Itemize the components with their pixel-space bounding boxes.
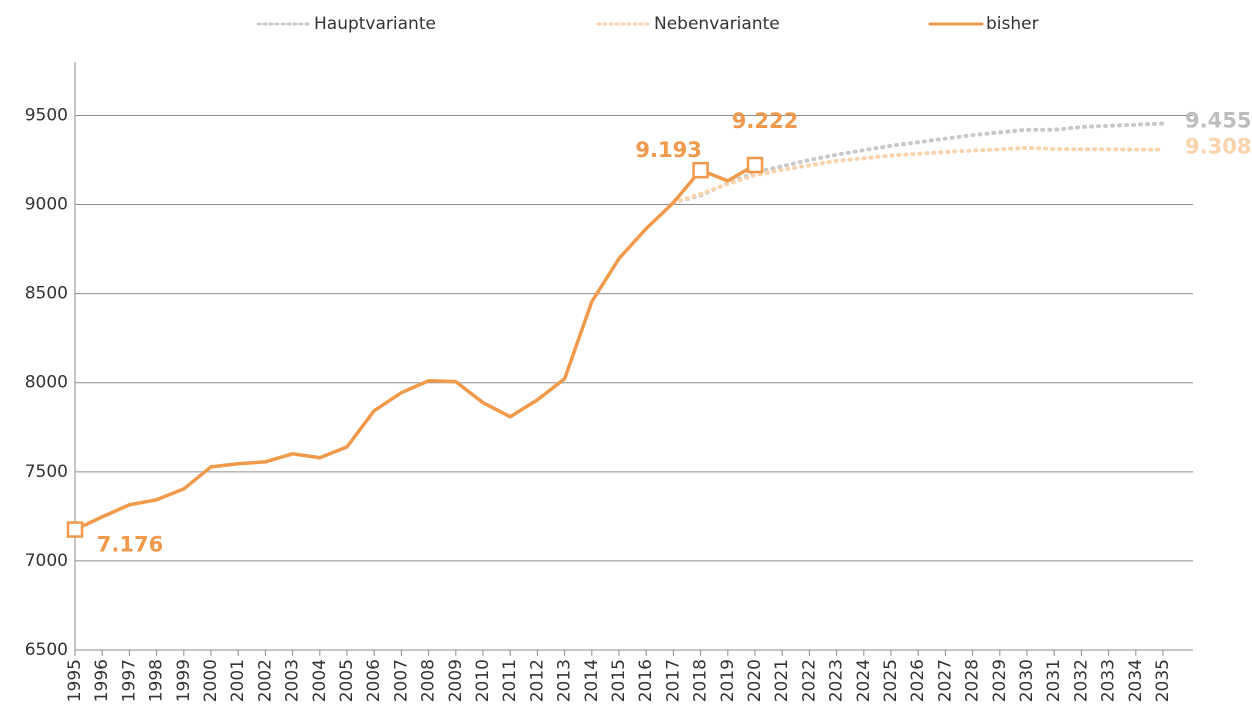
x-tick-label: 2002 [255, 659, 275, 702]
data-label: 7.176 [97, 533, 163, 557]
x-tick-label: 2015 [609, 659, 629, 702]
y-tick-label: 7000 [25, 551, 68, 571]
x-tick-label: 2029 [990, 659, 1010, 702]
x-tick-label: 2025 [881, 659, 901, 702]
data-label: 9.193 [635, 138, 701, 162]
data-label: 9.455 [1185, 108, 1251, 132]
x-tick-label: 1998 [147, 659, 167, 702]
legend-label: Nebenvariante [654, 14, 780, 34]
x-tick-label: 2007 [391, 659, 411, 702]
series-line [671, 145, 1165, 205]
x-tick-label: 2009 [446, 659, 466, 702]
x-tick-label: 2030 [1017, 659, 1037, 702]
point-marker [746, 156, 764, 174]
x-tick-label: 2010 [473, 659, 493, 702]
x-tick-label: 2017 [663, 659, 683, 702]
x-tick-label: 1999 [174, 659, 194, 702]
x-tick-label: 2024 [854, 659, 874, 702]
x-tick-label: 2033 [1099, 659, 1119, 702]
series-line [74, 163, 756, 532]
x-tick-label: 2008 [419, 659, 439, 702]
x-tick-label: 2004 [310, 659, 330, 702]
legend-label: bisher [986, 14, 1039, 34]
x-tick-label: 2031 [1044, 659, 1064, 702]
y-tick-label: 6500 [25, 640, 68, 660]
point-marker [692, 161, 709, 179]
x-tick-label: 1997 [119, 659, 139, 702]
x-tick-label: 2023 [827, 659, 847, 702]
data-label: 9.222 [732, 109, 798, 133]
series-line [671, 121, 1165, 205]
legend-label: Hauptvariante [314, 14, 436, 34]
x-tick-label: 2018 [691, 659, 711, 702]
x-tick-label: 1996 [92, 659, 112, 702]
point-marker [66, 521, 84, 538]
x-tick-label: 2035 [1153, 659, 1173, 702]
x-tick-label: 2003 [283, 659, 303, 702]
x-tick-label: 2020 [745, 659, 765, 702]
x-tick-label: 2032 [1071, 659, 1091, 702]
x-tick-label: 1995 [65, 659, 85, 702]
x-tick-label: 2019 [718, 659, 738, 702]
x-tick-label: 2027 [935, 659, 955, 702]
x-tick-label: 2005 [337, 659, 357, 702]
x-tick-label: 2012 [527, 659, 547, 702]
x-tick-label: 2022 [799, 659, 819, 702]
x-tick-label: 2006 [364, 659, 384, 702]
x-tick-label: 2028 [963, 659, 983, 702]
x-tick-label: 2001 [228, 659, 248, 702]
x-tick-label: 2000 [201, 659, 221, 702]
x-tick-label: 2014 [582, 659, 602, 702]
x-tick-label: 2026 [908, 659, 928, 702]
data-label: 9.308 [1185, 135, 1251, 159]
y-tick-label: 9500 [25, 105, 68, 125]
y-tick-label: 8000 [25, 373, 68, 393]
y-tick-label: 9000 [25, 195, 68, 215]
x-tick-label: 2013 [555, 659, 575, 702]
x-tick-label: 2016 [636, 659, 656, 702]
x-tick-label: 2011 [500, 659, 520, 702]
x-tick-label: 2034 [1126, 659, 1146, 702]
y-tick-label: 7500 [25, 462, 68, 482]
y-tick-label: 8500 [25, 284, 68, 304]
x-tick-label: 2021 [772, 659, 792, 702]
